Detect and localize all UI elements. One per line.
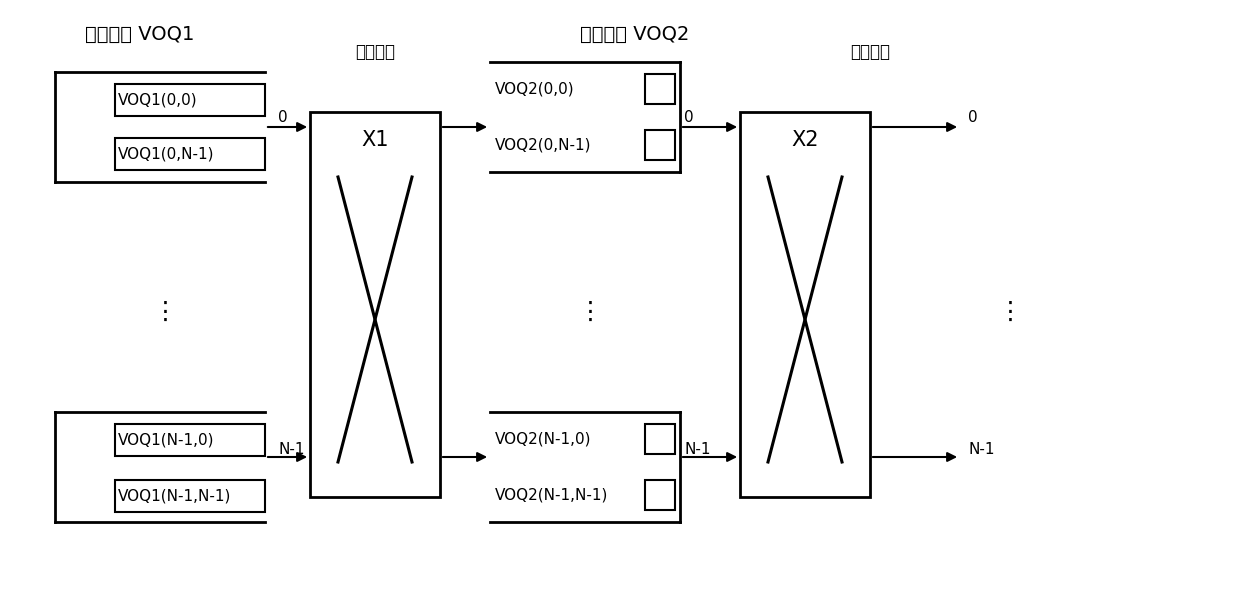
Text: VOQ1(0,0): VOQ1(0,0)	[118, 92, 198, 108]
Text: 0: 0	[684, 111, 694, 125]
Text: 0: 0	[968, 111, 978, 125]
Text: VOQ1(N-1,0): VOQ1(N-1,0)	[118, 433, 214, 447]
Text: N-1: N-1	[684, 441, 710, 457]
Text: VOQ2(N-1,0): VOQ2(N-1,0)	[496, 431, 591, 447]
Bar	[115, 424, 265, 456]
Text: N-1: N-1	[278, 441, 305, 457]
Bar	[115, 84, 265, 116]
Bar	[646, 130, 675, 160]
Text: 输入端口: 输入端口	[356, 43, 395, 61]
Text: 输入缓存 VOQ1: 输入缓存 VOQ1	[85, 24, 195, 43]
Text: VOQ1(N-1,N-1): VOQ1(N-1,N-1)	[118, 488, 232, 504]
Text: ⋮: ⋮	[577, 300, 602, 324]
Bar	[646, 74, 675, 104]
Bar	[740, 112, 870, 497]
Text: VOQ2(N-1,N-1): VOQ2(N-1,N-1)	[496, 488, 608, 502]
Text: VOQ2(0,N-1): VOQ2(0,N-1)	[496, 138, 591, 152]
Text: 0: 0	[278, 111, 287, 125]
Text: VOQ2(0,0): VOQ2(0,0)	[496, 81, 575, 97]
Text: VOQ1(0,N-1): VOQ1(0,N-1)	[118, 146, 214, 162]
Bar	[646, 480, 675, 510]
Text: X2: X2	[792, 130, 819, 150]
Bar	[115, 480, 265, 512]
Text: 中间缓存 VOQ2: 中间缓存 VOQ2	[580, 24, 690, 43]
Text: 中间端口: 中间端口	[850, 43, 890, 61]
Text: X1: X1	[362, 130, 389, 150]
Text: ⋮: ⋮	[997, 300, 1022, 324]
Bar	[646, 424, 675, 454]
Text: ⋮: ⋮	[152, 300, 177, 324]
Bar	[310, 112, 440, 497]
Text: N-1: N-1	[968, 441, 995, 457]
Bar	[115, 138, 265, 170]
